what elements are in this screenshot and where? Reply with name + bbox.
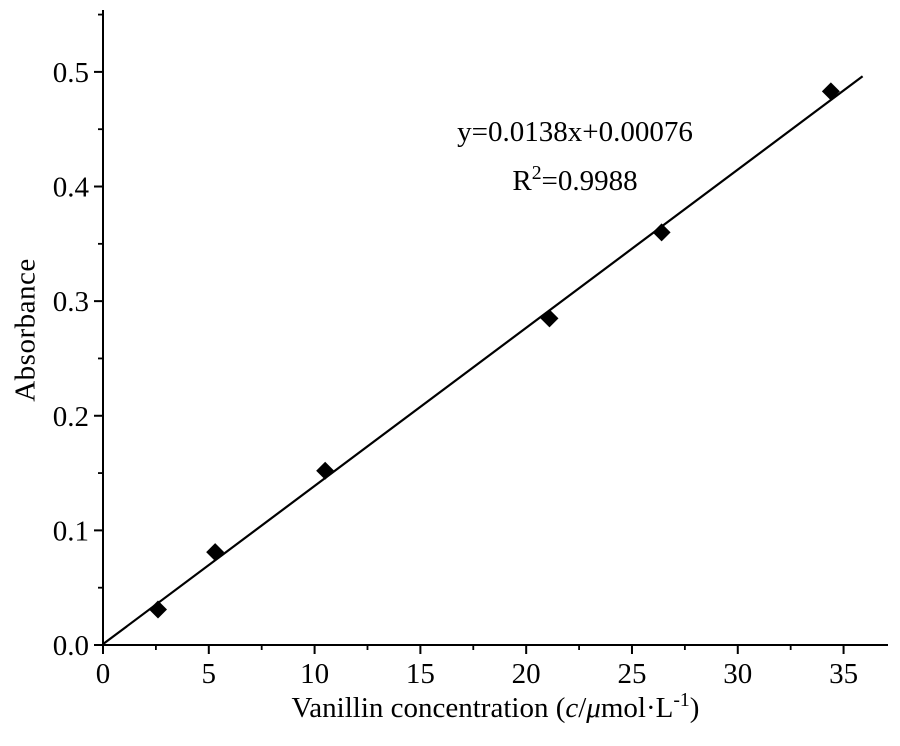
y-tick-label: 0.0 <box>53 630 89 662</box>
x-tick-label: 30 <box>723 658 752 690</box>
x-axis-title-slash: / <box>578 692 587 724</box>
x-axis-title-c: c <box>565 692 579 724</box>
y-tick-label: 0.5 <box>53 57 89 89</box>
data-point-marker <box>149 600 168 619</box>
fit-line <box>102 75 864 646</box>
data-point-marker <box>652 223 671 242</box>
r-symbol: R <box>512 165 532 198</box>
fit-annotation: y=0.0138x+0.00076 R2=0.9988 <box>345 108 805 207</box>
y-axis-title: Absorbance <box>9 258 42 402</box>
r-squared-text: R2=0.9988 <box>345 157 805 206</box>
x-axis-title-close: ) <box>689 692 700 724</box>
r-value: =0.9988 <box>541 165 638 198</box>
r-exponent: 2 <box>531 162 542 185</box>
x-tick-label: 10 <box>300 658 329 690</box>
data-point-marker <box>206 543 225 562</box>
y-tick-label: 0.2 <box>53 401 89 433</box>
x-axis-title-exponent: -1 <box>673 689 690 712</box>
x-axis-title-unit: mol·L <box>600 692 674 724</box>
x-axis-title: Vanillin concentration (c/μmol·L-1) <box>103 689 888 725</box>
fit-equation-text: y=0.0138x+0.00076 <box>457 116 693 148</box>
x-tick-label: 0 <box>96 658 111 690</box>
x-tick-label: 35 <box>829 658 858 690</box>
data-point-marker <box>540 309 559 328</box>
x-tick-label: 15 <box>406 658 435 690</box>
y-tick-label: 0.4 <box>53 172 90 204</box>
y-tick-label: 0.3 <box>53 286 89 318</box>
x-tick-label: 25 <box>617 658 646 690</box>
data-point-marker <box>316 461 335 480</box>
data-point-marker <box>821 82 840 101</box>
x-axis-title-prefix: Vanillin concentration ( <box>291 692 566 724</box>
x-axis-title-mu: μ <box>586 692 601 724</box>
y-tick-label: 0.1 <box>53 515 89 547</box>
x-tick-label: 5 <box>202 658 217 690</box>
x-tick-label: 20 <box>512 658 541 690</box>
